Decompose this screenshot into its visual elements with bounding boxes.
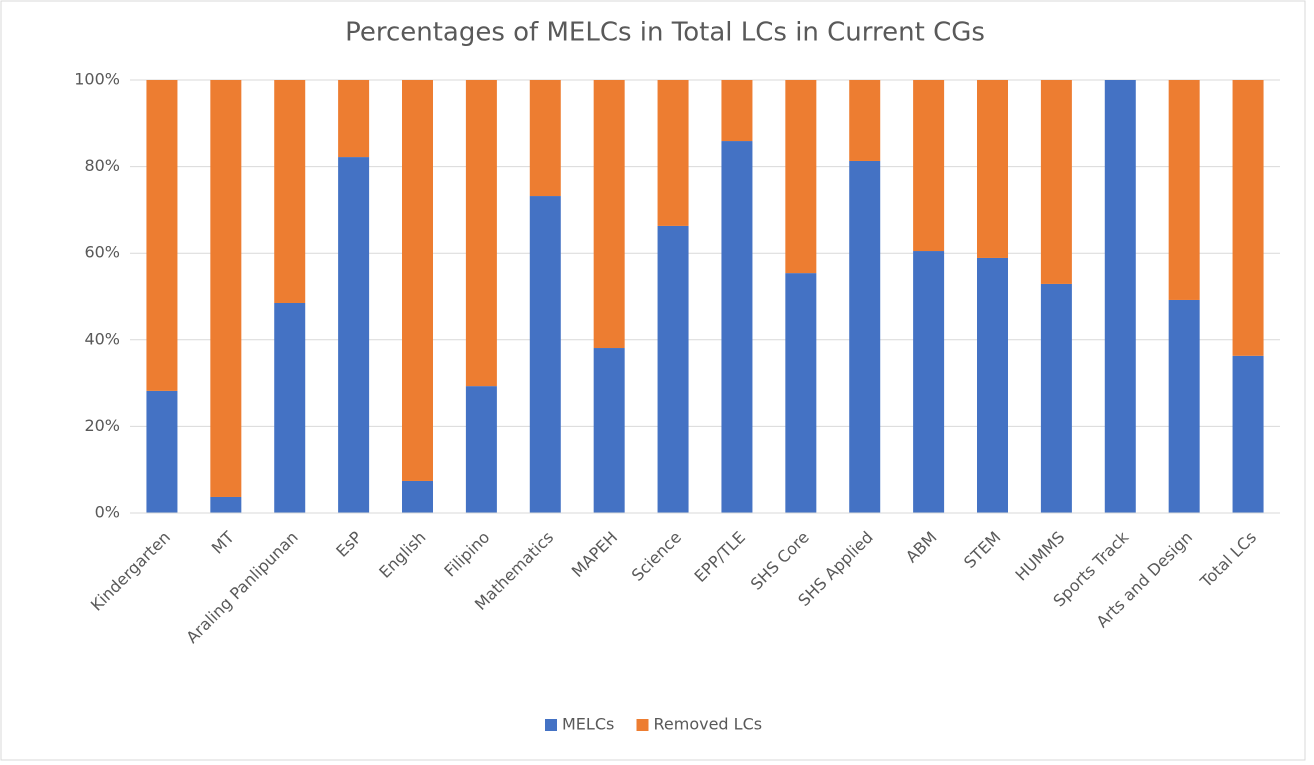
bar-segment bbox=[657, 225, 689, 513]
chart-title: Percentages of MELCs in Total LCs in Cur… bbox=[345, 18, 985, 48]
bar-segment bbox=[1168, 80, 1200, 300]
bar-segment bbox=[721, 80, 753, 142]
bar-segment bbox=[657, 80, 689, 226]
bar-segment bbox=[849, 80, 881, 161]
bar-segment bbox=[785, 80, 817, 274]
bar-segment bbox=[338, 80, 370, 158]
bar-segment bbox=[1104, 80, 1136, 513]
bar-segment bbox=[721, 141, 753, 514]
bar-segment bbox=[529, 80, 561, 197]
bar-segment bbox=[977, 257, 1008, 513]
y-tick-label: 60% bbox=[84, 243, 120, 262]
legend-label: Removed LCs bbox=[654, 715, 763, 734]
y-tick-label: 80% bbox=[84, 156, 120, 175]
bar-segment bbox=[274, 302, 306, 513]
bar-segment bbox=[402, 480, 433, 513]
bar-segment bbox=[146, 80, 178, 391]
bar-segment bbox=[1232, 355, 1264, 513]
bar-segment bbox=[913, 80, 945, 252]
legend-swatch bbox=[636, 719, 649, 731]
bar-segment bbox=[1232, 80, 1264, 356]
bar-segment bbox=[785, 273, 817, 513]
y-tick-label: 20% bbox=[84, 416, 120, 435]
bar-segment bbox=[1040, 283, 1072, 513]
bar-segment bbox=[593, 348, 625, 513]
bar-segment bbox=[849, 160, 881, 513]
bar-segment bbox=[1168, 299, 1200, 513]
legend-label: MELCs bbox=[562, 715, 614, 734]
bar-segment bbox=[146, 390, 178, 513]
bar-segment bbox=[338, 157, 370, 513]
y-tick-label: 100% bbox=[74, 70, 120, 89]
y-tick-label: 40% bbox=[84, 329, 120, 348]
bar-segment bbox=[274, 80, 306, 303]
bar-segment bbox=[402, 80, 433, 481]
bar-segment bbox=[913, 251, 945, 513]
bar-segment bbox=[210, 80, 242, 497]
legend-swatch bbox=[545, 719, 557, 731]
bar-segment bbox=[977, 80, 1008, 258]
bar-segment bbox=[210, 496, 242, 513]
bar-segment bbox=[529, 196, 561, 513]
bar-segment bbox=[465, 80, 497, 387]
bar-segment bbox=[465, 386, 497, 513]
bar-segment bbox=[1040, 80, 1072, 284]
y-tick-label: 0% bbox=[95, 503, 120, 522]
bar-segment bbox=[593, 80, 625, 349]
